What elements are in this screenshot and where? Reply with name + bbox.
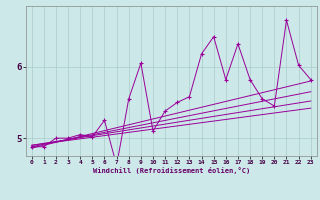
X-axis label: Windchill (Refroidissement éolien,°C): Windchill (Refroidissement éolien,°C): [92, 167, 250, 174]
